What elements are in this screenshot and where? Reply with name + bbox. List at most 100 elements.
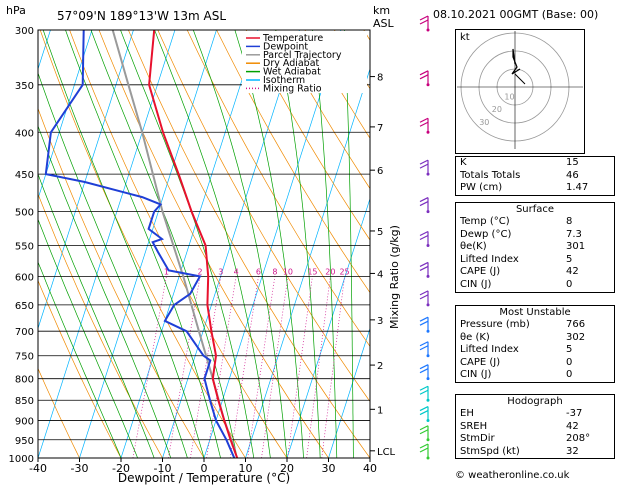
mixing-ratio-label: 6	[256, 267, 261, 276]
totals-label: Totals Totals	[460, 169, 521, 181]
height-axis: 8 7 6 5 4 3 2 1 LCL	[370, 73, 396, 458]
wind-barb-flag	[419, 406, 429, 412]
wind-barb-flag	[419, 290, 429, 296]
wind-barb-flag	[419, 447, 429, 453]
hpa-label: hPa	[6, 4, 26, 17]
mixing-ratio-line	[287, 276, 313, 458]
isotherm-line	[0, 30, 9, 458]
temperature-tick-label: -40	[29, 462, 47, 475]
wind-barb-dot	[426, 419, 430, 423]
datetime-title: 08.10.2021 00GMT (Base: 00)	[433, 8, 599, 21]
hodo-row-label: StmSpd (kt)	[460, 445, 520, 457]
mixing-ratio-line	[206, 276, 237, 458]
mixing-ratio-line	[247, 276, 276, 458]
dry-adiabat-line	[363, 30, 370, 41]
mixing-ratio-labels: 1 2 3 4 6 8 10 15 20 25	[164, 267, 350, 276]
hodo-row-label: EH	[460, 408, 474, 419]
wind-barb-flag	[419, 368, 429, 374]
mixing-ratio-line	[190, 276, 222, 458]
temperature-tick-label: 10	[239, 462, 253, 475]
legend-label: Dewpoint	[263, 41, 308, 52]
height-tick-label: 3	[377, 316, 383, 327]
mixing-ratio-axis-title: Mixing Ratio (g/kg)	[388, 225, 401, 329]
wind-barb-dot	[426, 354, 430, 358]
wind-barb-flag	[419, 163, 429, 169]
surface-row-label: CAPE (J)	[460, 266, 501, 278]
hodo-row-label: StmDir	[460, 433, 495, 445]
temperature-tick-label: 0	[201, 462, 208, 475]
surface-row-value: 0	[566, 278, 573, 290]
hodograph-ring-label: 30	[479, 118, 489, 127]
wind-barb-flag	[419, 425, 429, 431]
wind-barb-flag	[419, 15, 429, 21]
wind-barb-dot	[426, 28, 430, 32]
mixing-ratio-label: 2	[197, 267, 202, 276]
mu-row-label: Lifted Index	[460, 344, 519, 356]
isotherm-line	[412, 30, 456, 458]
wind-barb-flag	[419, 117, 429, 123]
pressure-tick-label: 450	[15, 170, 34, 181]
mixing-ratio-line	[229, 276, 259, 458]
pressure-tick-label: 650	[15, 301, 34, 312]
k-index-value: 15	[566, 157, 579, 168]
legend-label: Wet Adiabat	[263, 67, 321, 78]
legend-label: Mixing Ratio	[263, 83, 322, 94]
wind-barb-flag	[419, 234, 429, 241]
dry-adiabat-line	[275, 30, 370, 190]
mu-row-label: Pressure (mb)	[460, 319, 530, 330]
isotherm-line	[79, 30, 217, 458]
most-unstable-table: Most Unstable Pressure (mb) 766 θe (K) 302…	[455, 305, 615, 383]
height-tick-label: 2	[377, 361, 383, 372]
surface-row-value: 301	[566, 241, 586, 253]
km-label: km	[373, 4, 390, 17]
height-tick-label: 1	[377, 405, 383, 416]
mu-row-label: CAPE (J)	[460, 356, 501, 368]
mixing-ratio-label: 20	[325, 267, 335, 276]
wind-barb-dot	[426, 172, 430, 176]
surface-row-value: 7.3	[566, 228, 582, 240]
pw-label: PW (cm)	[460, 182, 503, 194]
pressure-tick-label: 850	[15, 396, 34, 407]
wind-barb-flag	[419, 261, 429, 267]
background-lines	[0, 30, 456, 458]
mu-row-value: 0	[566, 369, 573, 381]
isotherm-line	[38, 30, 176, 458]
hodograph-trace	[511, 48, 521, 75]
surface-title: Surface	[515, 204, 555, 215]
mu-row-label: θe (K)	[460, 331, 490, 343]
temperature-tick-label: -20	[112, 462, 130, 475]
surface-row-value: 42	[566, 266, 579, 278]
temperature-tick-label: 30	[322, 462, 336, 475]
dry-adiabat-line	[245, 30, 370, 241]
k-index-label: K	[460, 157, 467, 168]
height-tick-label: 5	[377, 227, 383, 238]
temperature-tick-label: -30	[71, 462, 89, 475]
wind-barb-dot	[426, 398, 430, 402]
dewpoint-line	[44, 30, 236, 458]
wind-barb-flag	[419, 385, 429, 391]
indices-table: K 15 Totals Totals 46 PW (cm) 1.47	[455, 156, 615, 196]
dry-adiabat-line	[38, 107, 205, 458]
isotherm-line	[286, 197, 370, 458]
hodograph-unit: kt	[460, 32, 470, 43]
wind-barb-dot	[426, 210, 430, 214]
dry-adiabat-line	[393, 30, 455, 458]
mixing-ratio-line	[321, 276, 345, 458]
wind-barb-dot	[426, 438, 430, 442]
pressure-tick-label: 300	[15, 26, 34, 37]
wind-barb-flag	[419, 294, 429, 300]
hodo-row-value: -37	[566, 408, 583, 419]
wind-barb-flag	[419, 443, 429, 449]
dry-adiabat-line	[304, 30, 370, 139]
temperature-tick-label: 40	[363, 462, 377, 475]
credit: © weatheronline.co.uk	[455, 470, 570, 481]
hodograph-ring-label: 20	[492, 105, 502, 114]
temperature-tick-label: 20	[280, 462, 294, 475]
mixing-ratio-label: 4	[234, 267, 239, 276]
wind-barb-dot	[426, 274, 430, 278]
pressure-tick-label: 550	[15, 241, 34, 252]
pressure-axis: 300 350 400 450 500 550 600 650 700 750 800 850 900 9…	[9, 26, 34, 465]
surface-row-label: Temp (°C)	[460, 216, 510, 227]
wind-barb-flag	[419, 389, 429, 395]
